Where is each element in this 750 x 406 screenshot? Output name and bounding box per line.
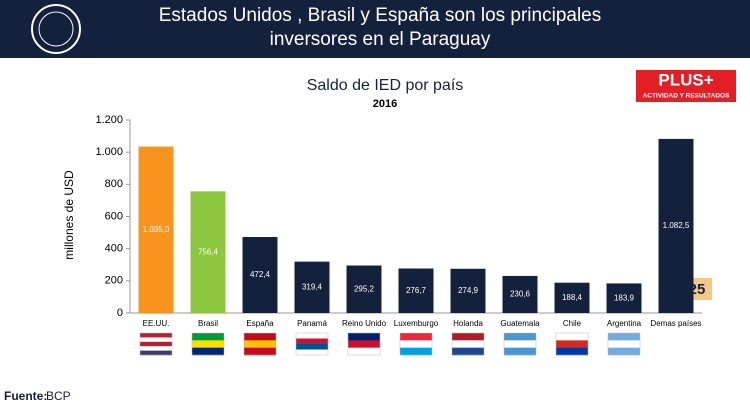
bar bbox=[346, 265, 382, 313]
bar bbox=[190, 191, 226, 313]
value-label: 1.082,5 bbox=[663, 221, 690, 230]
x-tick-label: Panamá bbox=[297, 319, 327, 328]
plus-logo-text: PLUS+ bbox=[658, 70, 713, 89]
y-tick-label: 400 bbox=[105, 243, 123, 255]
flag-stripe bbox=[348, 333, 380, 341]
flag-border bbox=[347, 332, 381, 356]
flag-stripe bbox=[192, 347, 224, 356]
flag-border bbox=[139, 332, 173, 356]
header-title: inversores en el Paraguay bbox=[270, 29, 491, 50]
flag-stripe bbox=[608, 340, 640, 348]
flag-stripe bbox=[244, 333, 276, 341]
value-label: 276,7 bbox=[406, 286, 427, 295]
flag-border bbox=[607, 332, 641, 356]
bar bbox=[450, 268, 486, 313]
bar bbox=[138, 146, 174, 313]
value-label: 319,4 bbox=[302, 282, 323, 291]
plus-logo-tagline: ACTIVIDAD Y RESULTADOS bbox=[643, 93, 731, 100]
bar bbox=[398, 268, 434, 313]
flag-stripe bbox=[244, 347, 276, 356]
chart-subtitle: 2016 bbox=[373, 98, 397, 110]
flag-stripe bbox=[296, 333, 328, 339]
value-label: 756,4 bbox=[198, 247, 219, 256]
x-tick-label: Guatemala bbox=[500, 319, 540, 328]
bank-logo bbox=[31, 4, 81, 54]
y-tick-label: 600 bbox=[105, 210, 123, 222]
footer-label: Fuente: bbox=[4, 389, 47, 403]
footer-value: BCP bbox=[46, 389, 71, 403]
flag-stripe bbox=[400, 340, 432, 348]
flag-stripe bbox=[504, 333, 536, 341]
flag-border bbox=[295, 332, 329, 356]
flag-stripe bbox=[348, 340, 380, 348]
bar bbox=[658, 138, 694, 313]
y-tick-label: 800 bbox=[105, 178, 123, 190]
x-tick-label: Luxemburgo bbox=[394, 319, 439, 328]
flag-stripe bbox=[296, 349, 328, 356]
flag-border bbox=[191, 332, 225, 356]
value-label: 274,9 bbox=[458, 286, 479, 295]
flag-stripe bbox=[504, 340, 536, 348]
value-label: 188,4 bbox=[562, 293, 583, 302]
flag-stripe bbox=[192, 333, 224, 341]
flag-stripe bbox=[296, 344, 328, 350]
flag-stripe bbox=[504, 347, 536, 356]
bar bbox=[606, 283, 642, 313]
x-tick-label: Reino Unido bbox=[342, 319, 387, 328]
flag-stripe bbox=[608, 347, 640, 356]
x-tick-label: Holanda bbox=[453, 319, 483, 328]
bar bbox=[294, 261, 330, 313]
flag-border bbox=[243, 332, 277, 356]
plus-logo bbox=[636, 70, 736, 102]
flag-stripe bbox=[140, 333, 172, 338]
bank-logo-inner bbox=[38, 11, 74, 47]
flag-stripe bbox=[556, 333, 588, 341]
flag-stripe bbox=[348, 347, 380, 356]
header-title: Estados Unidos , Brasil y España son los… bbox=[159, 5, 602, 26]
x-tick-label: Chile bbox=[563, 319, 582, 328]
x-tick-label: Demas países bbox=[650, 319, 701, 328]
flag-border bbox=[503, 332, 537, 356]
flag-border bbox=[451, 332, 485, 356]
bar bbox=[502, 275, 538, 313]
value-label: 295,2 bbox=[354, 284, 375, 293]
x-tick-label: Argentina bbox=[607, 319, 642, 328]
flag-stripe bbox=[244, 340, 276, 348]
bar bbox=[554, 282, 590, 313]
value-label: 183,9 bbox=[614, 293, 635, 302]
flag-stripe bbox=[452, 340, 484, 348]
flag-stripe bbox=[556, 347, 588, 356]
flag-stripe bbox=[296, 338, 328, 345]
flag-stripe bbox=[400, 333, 432, 341]
y-axis-label: millones de USD bbox=[62, 170, 76, 260]
x-tick-label: EE.UU. bbox=[143, 319, 170, 328]
y-tick-label: 1.200 bbox=[95, 114, 123, 126]
flag-stripe bbox=[140, 346, 172, 351]
value-label: 1.035,0 bbox=[143, 225, 170, 234]
flag-stripe bbox=[192, 340, 224, 348]
flag-stripe bbox=[400, 347, 432, 356]
y-tick-label: 1.000 bbox=[95, 146, 123, 158]
chart-title: Saldo de IED por país bbox=[307, 77, 464, 94]
flag-stripe bbox=[452, 333, 484, 341]
x-tick-label: España bbox=[246, 319, 274, 328]
flag-border bbox=[555, 332, 589, 356]
bar bbox=[242, 237, 278, 313]
flag-stripe bbox=[452, 347, 484, 356]
y-tick-label: 200 bbox=[105, 275, 123, 287]
y-tick-label: 0 bbox=[117, 307, 123, 319]
flag-stripe bbox=[556, 340, 588, 348]
flag-stripe bbox=[608, 333, 640, 341]
x-tick-label: Brasil bbox=[198, 319, 218, 328]
flag-border bbox=[399, 332, 433, 356]
header-band bbox=[0, 0, 750, 58]
value-label: 472,4 bbox=[250, 270, 271, 279]
value-label: 230,6 bbox=[510, 290, 531, 299]
flag-stripe bbox=[140, 350, 172, 356]
flag-stripe bbox=[140, 337, 172, 343]
flag-stripe bbox=[140, 341, 172, 347]
